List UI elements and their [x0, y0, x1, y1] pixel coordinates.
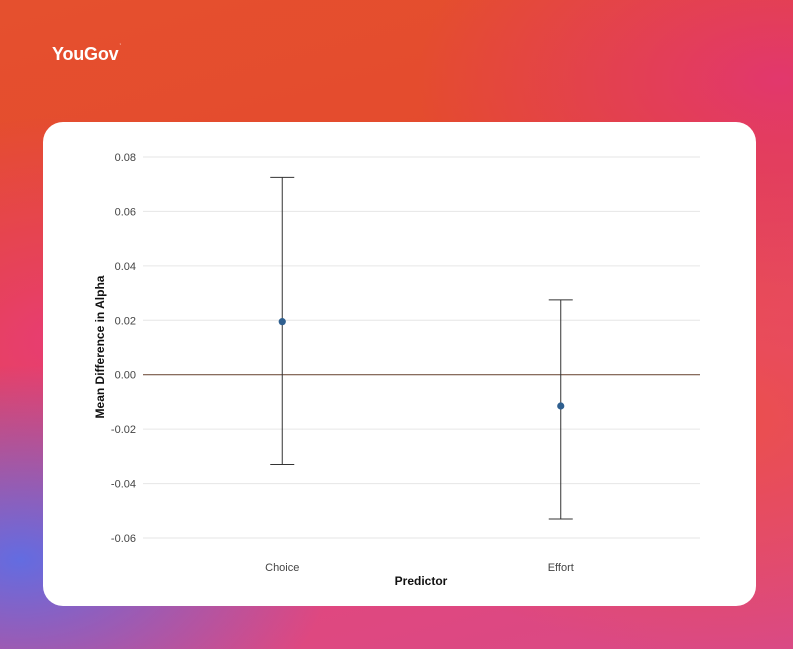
y-tick-label: 0.06 [115, 206, 136, 218]
brand-name: YouGov [52, 44, 119, 64]
error-bar-chart: -0.06 -0.04 -0.02 0.00 0.02 0.04 0.06 0.08 Choi… [93, 152, 700, 588]
y-axis-title: Mean Difference in Alpha [93, 275, 107, 418]
chart-card: -0.06 -0.04 -0.02 0.00 0.02 0.04 0.06 0.08 Choi… [43, 122, 756, 606]
data-point-effort [557, 402, 565, 410]
y-axis-ticks: -0.06 -0.04 -0.02 0.00 0.02 0.04 0.06 0.08 [111, 152, 136, 545]
y-tick-label: -0.02 [111, 424, 136, 436]
error-bars [270, 176, 573, 520]
data-points [278, 318, 565, 410]
x-axis-title: Predictor [395, 574, 448, 588]
data-point-choice [278, 318, 286, 326]
x-axis-ticks: Choice Effort [265, 562, 574, 574]
brand-mark: ’ [119, 44, 121, 50]
y-tick-label: -0.04 [111, 479, 136, 491]
grid-lines [143, 156, 700, 539]
y-tick-label: 0.08 [115, 152, 136, 164]
y-tick-label: 0.02 [115, 315, 136, 327]
brand-logo: YouGov’ [52, 44, 121, 65]
y-tick-label: 0.00 [115, 370, 136, 382]
y-tick-label: 0.04 [115, 261, 136, 273]
x-tick-label: Effort [548, 562, 574, 574]
x-tick-label: Choice [265, 562, 299, 574]
y-tick-label: -0.06 [111, 533, 136, 545]
